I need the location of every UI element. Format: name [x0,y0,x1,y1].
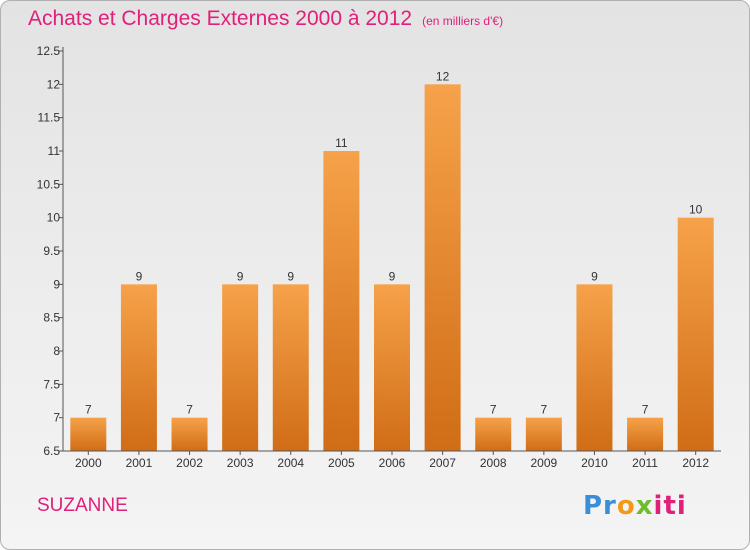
y-tick-label: 9.5 [43,244,60,258]
y-tick-label: 9 [53,277,60,291]
chart-title-text: Achats et Charges Externes 2000 à 2012 [28,7,413,30]
y-tick-label: 10 [47,211,61,225]
bar-2009 [525,417,562,451]
data-label: 7 [642,403,649,417]
commune-name: SUZANNE [37,495,128,516]
bar-2007 [424,84,461,451]
x-tick-label: 2010 [581,456,608,470]
y-tick-label: 6.5 [43,444,60,458]
bar-2011 [627,417,664,451]
y-tick-label: 11.5 [38,111,61,125]
x-tick-label: 2005 [328,456,355,470]
x-tick-label: 2002 [176,456,203,470]
bar-2002 [171,417,208,451]
bar-2000 [70,417,107,451]
data-label: 7 [85,403,92,417]
logo-part-4: iti [653,491,687,521]
y-tick-label: 12.5 [37,44,61,58]
data-label: 9 [591,269,598,283]
y-tick-label: 12 [47,77,61,91]
chart-title: Achats et Charges Externes 2000 à 2012 (e… [28,7,503,31]
data-label: 7 [541,403,548,417]
bar-2001 [120,284,157,451]
data-label: 9 [389,269,396,283]
bars: 7 9 7 9 9 11 9 12 7 7 9 7 10 [70,69,714,451]
x-tick-label: 2011 [632,456,658,470]
x-axis: 2000 2001 2002 2003 2004 2005 2006 2007 2008 2009… [63,450,721,470]
bar-2004 [272,284,309,451]
y-tick-label: 7 [53,411,60,425]
unit-label: (en milliers d'€) [422,14,504,28]
bar-2010 [576,284,613,451]
y-axis: 6.5 7 7.5 8 8.5 9 9.5 10 10.5 11 11.5 12 12.5 [37,44,64,458]
bar-2012 [677,217,714,451]
proxiti-logo: Proxiti [583,491,687,521]
bar-2008 [475,417,512,451]
data-label: 9 [136,269,143,283]
bar-2006 [374,284,410,451]
x-tick-label: 2004 [277,456,304,470]
x-tick-label: 2000 [75,456,102,470]
bar-2005 [323,151,360,451]
x-tick-label: 2008 [480,456,507,470]
y-tick-label: 11 [48,144,61,158]
y-tick-label: 8 [53,344,60,358]
y-tick-label: 8.5 [43,311,60,325]
y-tick-label: 10.5 [37,177,61,191]
bar-2003 [222,284,259,451]
x-tick-label: 2007 [429,456,456,470]
y-tick-label: 7.5 [43,377,60,391]
data-label: 11 [335,136,348,150]
data-label: 10 [689,203,703,217]
logo-part-1: Pr [583,491,617,521]
data-label: 7 [186,403,193,417]
logo-part-3: x [635,491,654,521]
data-label: 7 [490,403,497,417]
x-tick-label: 2012 [682,456,709,470]
x-tick-label: 2009 [530,456,557,470]
data-label: 9 [237,269,244,283]
x-tick-label: 2006 [379,456,406,470]
x-tick-label: 2001 [126,456,153,470]
data-label: 9 [287,269,294,283]
data-label: 12 [436,69,450,83]
logo-part-2: o [616,491,636,521]
x-tick-label: 2003 [227,456,254,470]
